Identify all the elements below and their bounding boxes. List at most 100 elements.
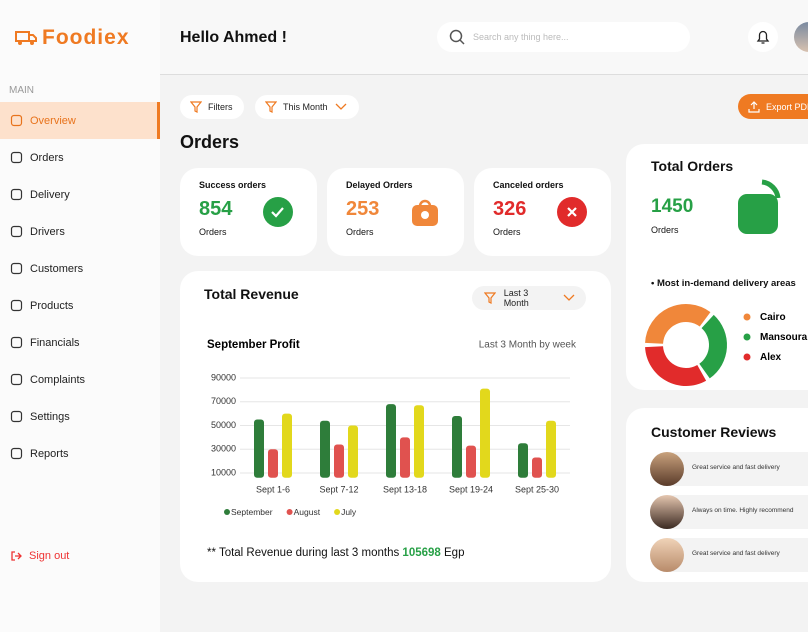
order-card-label: Delayed Orders [346, 180, 413, 190]
currency: Egp [444, 547, 465, 559]
search-placeholder: Search any thing here... [473, 32, 569, 42]
review-text: Great service and fast delivery [692, 464, 780, 471]
review: Always on time. Highly recommend [650, 495, 808, 529]
section-label: MAIN [9, 85, 34, 96]
header: Hello Ahmed ! Search any thing here... [160, 0, 808, 75]
order-card-unit: Orders [493, 227, 521, 237]
nav-label: Financials [30, 336, 80, 349]
total-orders-card: Total Orders 1450 Orders • Most in-deman… [626, 144, 808, 390]
nav-icon [10, 151, 23, 164]
revenue-card: Total Revenue Last 3 Month ** Total Reve… [180, 271, 611, 582]
nav-icon [10, 114, 23, 127]
review-text: Always on time. Highly recommend [692, 507, 794, 514]
logo-icon [15, 31, 37, 45]
nav-label: Overview [30, 114, 76, 127]
review-text: Great service and fast delivery [692, 550, 780, 557]
filters-label: Filters [208, 102, 233, 112]
order-card-unit: Orders [199, 227, 227, 237]
chevron [563, 294, 575, 301]
period-select[interactable]: This Month [255, 95, 359, 119]
greeting: Hello Ahmed ! [180, 29, 287, 46]
notifications[interactable] [748, 22, 778, 52]
nav-icon [10, 188, 23, 201]
order-card: Success orders 854 Orders [180, 168, 317, 256]
sidebar: Foodiex MAIN Overview Orders Delivery Drive… [0, 0, 160, 632]
filter-icon [265, 101, 277, 113]
reviews-card: Customer Reviews Great service and fast … [626, 408, 808, 582]
nav-icon [10, 336, 23, 349]
order-card: Delayed Orders 253 Orders [327, 168, 464, 256]
chevron [335, 103, 346, 110]
nav-icon [10, 262, 23, 275]
nav-item[interactable]: Financials [0, 324, 160, 361]
nav-icon [10, 447, 23, 460]
order-card-icon [412, 199, 438, 226]
order-card-icon [263, 197, 293, 227]
revenue-filter[interactable]: Last 3 Month [472, 286, 586, 310]
orders-title: Orders [180, 132, 240, 152]
nav-label: Products [30, 299, 74, 312]
revenue-filter-label: Last 3 Month [503, 288, 529, 308]
search-box[interactable]: Search any thing here... [437, 22, 690, 52]
order-card-value: 854 [199, 198, 233, 220]
nav-item[interactable]: Drivers [0, 213, 160, 250]
review-avatar [650, 452, 684, 486]
nav-icon [10, 373, 23, 386]
sign-out-label: Sign out [29, 549, 70, 562]
nav-item[interactable]: Overview [0, 102, 160, 139]
nav-label: Orders [30, 151, 64, 164]
filter-icon [190, 101, 202, 113]
nav-item[interactable]: Reports [0, 435, 160, 472]
bell-icon [756, 30, 770, 44]
total-orders-value: 1450 [651, 196, 694, 217]
areas-title-text: Most in-demand delivery areas [656, 278, 796, 289]
total-orders-unit: Orders [651, 225, 679, 235]
export-icon [748, 100, 760, 113]
export-wrap: Export PDF [738, 94, 808, 119]
review: Great service and fast delivery [650, 452, 808, 486]
review-avatar [650, 495, 684, 529]
nav-icon [10, 299, 23, 312]
icon [11, 550, 22, 561]
review: Great service and fast delivery [650, 538, 808, 572]
nav-label: Reports [30, 447, 69, 460]
nav-label: Settings [30, 410, 70, 423]
nav-item[interactable]: Customers [0, 250, 160, 287]
nav-label: Delivery [30, 188, 70, 201]
search-icon [449, 29, 465, 45]
order-card-unit: Orders [346, 227, 374, 237]
nav-item[interactable]: Orders [0, 139, 160, 176]
filters-button[interactable]: Filters [180, 95, 244, 119]
total-orders-title: Total Orders [651, 158, 734, 174]
order-card: Canceled orders 326 Orders [474, 168, 611, 256]
nav-icon [10, 410, 23, 423]
reviews-title: Customer Reviews [651, 424, 777, 440]
nav-item[interactable]: Delivery [0, 176, 160, 213]
nav-item[interactable]: Products [0, 287, 160, 324]
period-label: This Month [283, 102, 328, 112]
footer-text: ** Total Revenue during last 3 months [207, 547, 400, 559]
order-card-label: Canceled orders [493, 180, 564, 190]
order-card-icon [557, 197, 587, 227]
nav-item[interactable]: Settings [0, 398, 160, 435]
revenue-footer: ** Total Revenue during last 3 months 10… [207, 547, 464, 559]
filter-icon [484, 292, 496, 304]
order-card-value: 253 [346, 198, 380, 220]
areas-title: • Most in-demand delivery areas [651, 278, 796, 289]
nav-label: Customers [30, 262, 84, 275]
review-avatar [650, 538, 684, 572]
orders-icon [738, 179, 781, 234]
sign-out[interactable]: Sign out [0, 537, 160, 574]
nav-icon [10, 225, 23, 238]
export-button[interactable]: Export PDF [738, 94, 808, 119]
nav-label: Drivers [30, 225, 65, 238]
brand: Foodiex [42, 26, 130, 49]
nav-label: Complaints [30, 373, 86, 386]
order-card-label: Success orders [199, 180, 267, 190]
revenue-total: 105698 [402, 547, 441, 559]
export-label: Export PDF [766, 101, 808, 112]
order-card-value: 326 [493, 198, 527, 220]
avatar[interactable] [794, 22, 808, 52]
nav-item[interactable]: Complaints [0, 361, 160, 398]
